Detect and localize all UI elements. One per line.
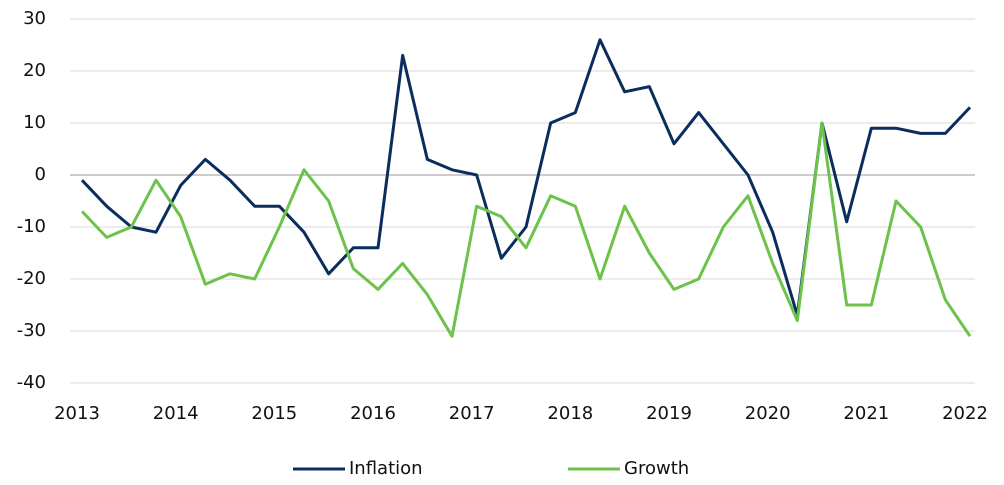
x-tick-label: 2014 bbox=[153, 403, 199, 424]
line-series bbox=[80, 38, 972, 317]
x-tick-label: 2020 bbox=[745, 403, 791, 424]
y-tick-label: -10 bbox=[17, 216, 46, 237]
x-tick-label: 2022 bbox=[942, 403, 988, 424]
y-tick-label: -20 bbox=[17, 268, 46, 289]
line-series bbox=[80, 121, 972, 338]
x-tick-label: 2015 bbox=[251, 403, 297, 424]
legend-label: Inflation bbox=[349, 458, 423, 479]
x-tick-label: 2013 bbox=[54, 403, 100, 424]
y-tick-label: 0 bbox=[35, 164, 46, 185]
x-tick-label: 2021 bbox=[843, 403, 889, 424]
x-tick-label: 2016 bbox=[350, 403, 396, 424]
y-tick-label: 30 bbox=[23, 8, 46, 29]
x-tick-label: 2017 bbox=[449, 403, 495, 424]
y-tick-label: -40 bbox=[17, 372, 46, 393]
x-tick-label: 2019 bbox=[646, 403, 692, 424]
y-tick-label: 20 bbox=[23, 60, 46, 81]
y-tick-label: -30 bbox=[17, 320, 46, 341]
x-tick-label: 2018 bbox=[547, 403, 593, 424]
legend-label: Growth bbox=[624, 458, 689, 479]
y-tick-label: 10 bbox=[23, 112, 46, 133]
